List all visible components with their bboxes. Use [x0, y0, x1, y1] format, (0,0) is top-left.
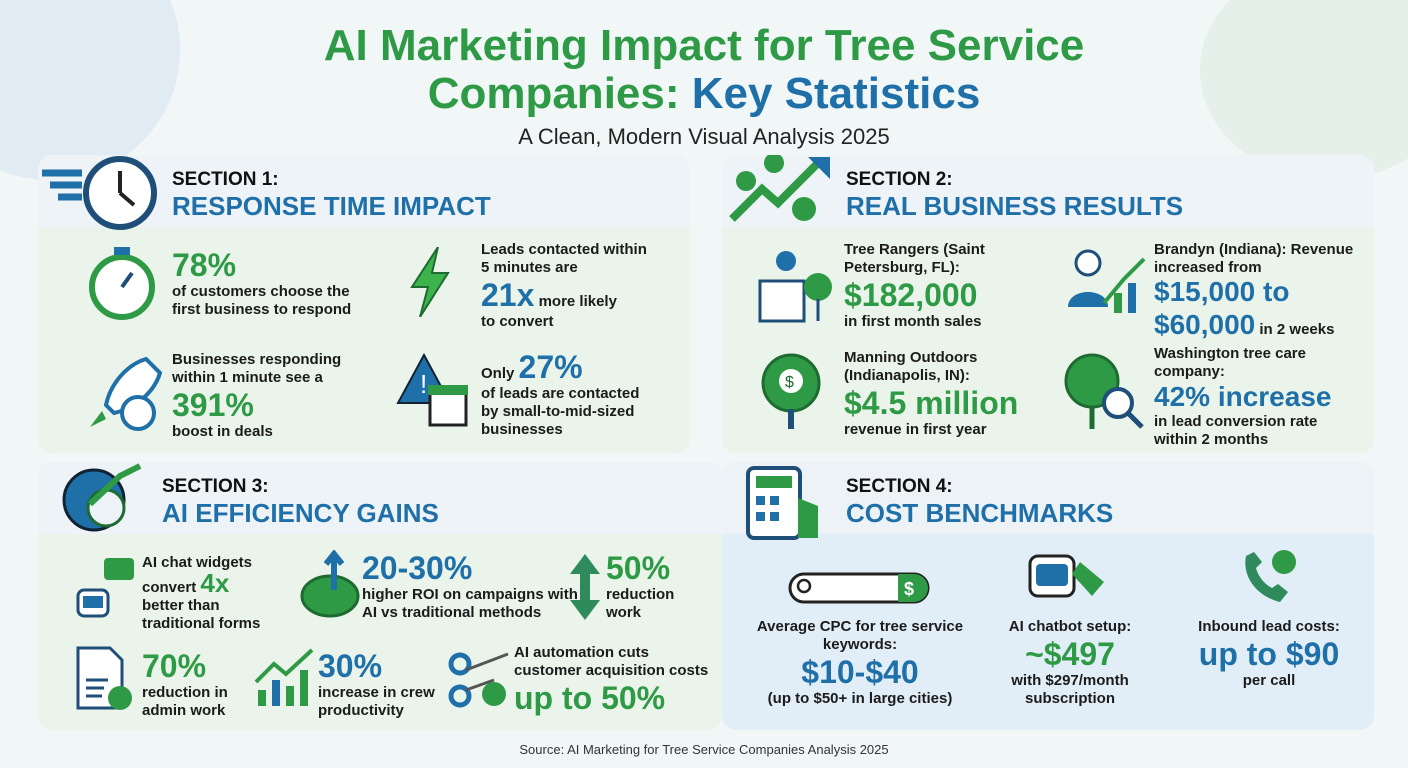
- stat-manning-outdoors: Manning Outdoors (Indianapolis, IN): $4.5…: [844, 349, 1019, 438]
- stat-tree-rangers: Tree Rangers (Saint Petersburg, FL): $182…: [844, 241, 985, 330]
- stopwatch-icon: [42, 156, 157, 230]
- stat-70: 70% reduction in admin work: [142, 648, 228, 719]
- section-header: [722, 155, 1374, 227]
- stopwatch-cycle-icon: [89, 247, 155, 320]
- svg-text:!: !: [420, 369, 427, 399]
- section-header: [722, 462, 1374, 534]
- stat-brandyn: Brandyn (Indiana): Revenue increased fro…: [1154, 241, 1354, 340]
- money-growth-icon: [729, 155, 830, 222]
- person-chart-icon: [1068, 249, 1146, 313]
- lightning-icon: [410, 247, 450, 317]
- section-label: SECTION 4:: [846, 476, 953, 497]
- search-dollar-icon: $: [788, 572, 930, 604]
- scissors-dollar-icon: [448, 652, 509, 708]
- stat-78: 78% of customers choose the first busines…: [172, 247, 352, 318]
- section-label: SECTION 1:: [172, 169, 279, 190]
- stat-27: Only 27% of leads are contacted by small-…: [481, 349, 640, 438]
- section-business-results: SECTION 2: REAL BUSINESS RESULTS Tree Ra…: [722, 155, 1374, 453]
- stat-roi: 20-30% higher ROI on campaigns with AI vs…: [362, 550, 578, 621]
- up-down-arrow-icon: [570, 554, 600, 620]
- phone-dollar-icon: [1245, 550, 1296, 602]
- section-response-time: SECTION 1: RESPONSE TIME IMPACT 78% of cu…: [38, 155, 690, 453]
- section-heading: AI EFFICIENCY GAINS: [162, 498, 439, 528]
- warning-store-icon: !: [396, 352, 468, 427]
- page-title: AI Marketing Impact for Tree Service Com…: [323, 21, 1085, 118]
- page-subtitle: A Clean, Modern Visual Analysis 2025: [518, 124, 890, 149]
- stat-21x: Leads contacted within 5 minutes are 21x …: [481, 241, 647, 330]
- section-label: SECTION 3:: [162, 476, 269, 497]
- svg-text:$: $: [904, 579, 914, 599]
- piggy-bank-icon: [300, 550, 360, 618]
- gear-brain-icon: [62, 463, 142, 532]
- section-cost-benchmarks: SECTION 4: COST BENCHMARKS $ Average CPC…: [722, 462, 1374, 730]
- section-header: [38, 462, 722, 534]
- section-efficiency-gains: SECTION 3: AI EFFICIENCY GAINS AI chat w…: [38, 462, 722, 730]
- stat-washington: Washington tree care company: 42% increas…: [1154, 345, 1332, 448]
- stat-acquisition-costs: AI automation cuts customer acquisition …: [514, 644, 709, 716]
- stat-inbound-lead: Inbound lead costs: up to $90 per call: [1198, 618, 1340, 689]
- tree-magnifier-icon: [1064, 353, 1144, 429]
- chatbot-icon: [76, 558, 134, 618]
- calculator-tag-icon: [746, 466, 818, 540]
- stat-30: 30% increase in crew productivity: [318, 648, 435, 719]
- stat-cpc: Average CPC for tree service keywords: $1…: [756, 618, 964, 707]
- building-tree-icon: [758, 251, 832, 323]
- rocket-icon: [90, 356, 162, 431]
- section-label: SECTION 2:: [846, 169, 953, 190]
- section-heading: COST BENCHMARKS: [846, 498, 1114, 528]
- stat-391: Businesses responding within 1 minute se…: [172, 351, 342, 440]
- robot-price-tag-icon: [1028, 554, 1104, 598]
- bar-chart-icon: [254, 648, 314, 706]
- source-note: Source: AI Marketing for Tree Service Co…: [519, 742, 889, 757]
- svg-text:$: $: [785, 374, 794, 391]
- section-heading: REAL BUSINESS RESULTS: [846, 191, 1184, 221]
- stat-50-reduction: 50% reduction work: [606, 550, 675, 621]
- section-heading: RESPONSE TIME IMPACT: [172, 191, 491, 221]
- stat-chatbot-setup: AI chatbot setup: ~$497 with $297/month su…: [1008, 618, 1132, 707]
- money-tree-icon: $: [761, 353, 821, 429]
- document-check-icon: [76, 646, 132, 710]
- stat-chat-widgets: AI chat widgets convert 4x better than tr…: [142, 554, 261, 632]
